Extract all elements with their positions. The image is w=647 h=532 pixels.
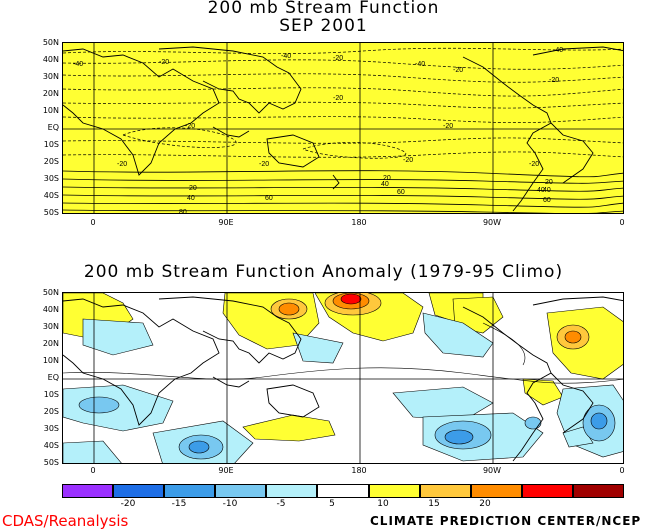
contour-label: 60 (543, 197, 551, 204)
contour-label: 40 (537, 187, 545, 194)
contour-label: -40 (415, 61, 426, 68)
colorbar-swatch (164, 484, 216, 498)
contour-label: 20 (189, 185, 197, 192)
lat-label: 40N (42, 305, 59, 314)
lat-label: 10N (42, 106, 59, 115)
lon-label: 90W (482, 218, 502, 227)
lat-label: 50N (42, 288, 59, 297)
contour-label: -20 (259, 161, 270, 168)
lon-label: 90E (218, 218, 234, 227)
colorbar-swatch (572, 484, 625, 498)
colorbar-swatch (317, 484, 369, 498)
lat-label: 30S (43, 174, 59, 183)
contour-label: 20 (545, 179, 553, 186)
contour-label: 40 (543, 187, 551, 194)
lat-label: 40S (43, 191, 59, 200)
lat-label: 50S (43, 208, 59, 217)
lat-label: 20N (42, 89, 59, 98)
contour-label: -20 (333, 55, 344, 62)
colorbar-label: 20 (479, 499, 491, 509)
contour-label: -40 (73, 61, 84, 68)
stream-function-contours (63, 43, 623, 213)
color-legend-bar (62, 484, 625, 498)
contour-label: -40 (281, 53, 292, 60)
contour-label: -20 (403, 157, 414, 164)
colorbar-swatch (470, 484, 522, 498)
colorbar-label: 10 (377, 499, 389, 509)
contour-label: 40 (187, 195, 195, 202)
lat-label: 30N (42, 322, 59, 331)
top-chart-title-line2: SEP 2001 (279, 16, 368, 36)
lon-label: 90W (482, 466, 502, 475)
lat-label: 10S (43, 390, 59, 399)
lon-label: 180 (351, 466, 367, 475)
lat-label: EQ (47, 373, 59, 382)
bottom-chart-title: 200 mb Stream Function Anomaly (1979-95 … (83, 262, 564, 282)
lon-label: 0 (90, 466, 96, 475)
contour-label: -40 (553, 47, 564, 54)
lon-label: 90E (218, 466, 234, 475)
contour-label: 60 (397, 189, 405, 196)
colorbar-swatch (419, 484, 471, 498)
lat-label: 10N (42, 356, 59, 365)
colorbar-label: -5 (276, 499, 286, 509)
stream-function-anomaly-map (62, 292, 624, 464)
colorbar-swatch (62, 484, 114, 498)
lat-label: 10S (43, 140, 59, 149)
lat-label: 20N (42, 339, 59, 348)
colorbar-label: -15 (171, 499, 187, 509)
top-chart-title-line1: 200 mb Stream Function (207, 0, 440, 18)
contour-label: -20 (529, 161, 540, 168)
contour-label: -20 (333, 95, 344, 102)
data-source-label: CDAS/Reanalysis (2, 512, 129, 530)
colorbar-swatch (521, 484, 573, 498)
contour-label: -20 (185, 123, 196, 130)
stream-function-map: -40 -20 -40 -20 -40 -20 -40 -20 -20 -20 … (62, 42, 624, 214)
lon-label: 0 (619, 218, 625, 227)
colorbar-swatch (113, 484, 165, 498)
colorbar-label: 15 (428, 499, 440, 509)
lat-label: 20S (43, 407, 59, 416)
colorbar-swatch (368, 484, 420, 498)
lat-label: 40S (43, 441, 59, 450)
colorbar-label: -20 (120, 499, 136, 509)
lat-label: 30N (42, 72, 59, 81)
colorbar-swatch (266, 484, 318, 498)
credit-label: CLIMATE PREDICTION CENTER/NCEP (370, 514, 642, 528)
lat-label: 20S (43, 157, 59, 166)
contour-label: -20 (549, 77, 560, 84)
contour-label: 40 (381, 181, 389, 188)
lat-label: 40N (42, 55, 59, 64)
contour-label: -20 (159, 59, 170, 66)
lat-label: EQ (47, 123, 59, 132)
anomaly-shading (63, 293, 623, 463)
lat-label: 30S (43, 424, 59, 433)
contour-label: 60 (265, 195, 273, 202)
lon-label: 180 (351, 218, 367, 227)
contour-label: -20 (453, 67, 464, 74)
contour-label: 80 (179, 209, 187, 214)
colorbar-swatch (215, 484, 267, 498)
colorbar-label: -10 (222, 499, 238, 509)
contour-label: -20 (443, 123, 454, 130)
contour-label: 20 (383, 175, 391, 182)
lat-label: 50N (42, 38, 59, 47)
colorbar-label: 5 (329, 499, 335, 509)
lon-label: 0 (90, 218, 96, 227)
contour-label: -20 (117, 161, 128, 168)
lat-label: 50S (43, 458, 59, 467)
lon-label: 0 (619, 466, 625, 475)
